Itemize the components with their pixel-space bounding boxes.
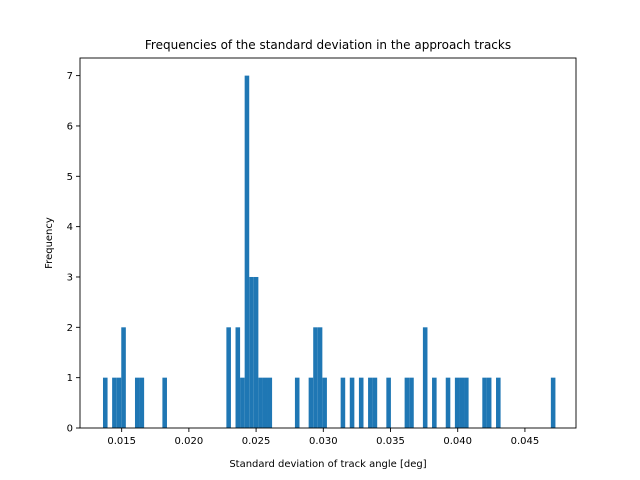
histogram-bar <box>368 377 373 428</box>
histogram-bar <box>386 377 391 428</box>
x-tick-label: 0.040 <box>443 436 472 447</box>
histogram-bar <box>139 377 145 428</box>
x-axis-label: Standard deviation of track angle [deg] <box>229 459 426 470</box>
histogram-bar <box>358 377 364 428</box>
histogram-bar <box>317 327 323 428</box>
y-tick-label: 7 <box>67 71 73 82</box>
histogram-bar <box>404 377 410 428</box>
histogram-bar <box>308 377 314 428</box>
x-tick-label: 0.045 <box>511 436 540 447</box>
histogram-bar <box>253 276 259 428</box>
histogram-bar <box>459 377 465 428</box>
histogram-bar <box>454 377 460 428</box>
histogram-bar <box>486 377 492 428</box>
bars-group <box>102 75 556 429</box>
histogram-bar <box>262 377 268 428</box>
x-tick-label: 0.030 <box>309 436 338 447</box>
histogram-bar <box>121 327 126 428</box>
y-tick-label: 3 <box>67 272 73 283</box>
histogram-bar <box>102 377 108 428</box>
x-tick-label: 0.015 <box>107 436 136 447</box>
histogram-bar <box>422 327 428 428</box>
histogram-bar <box>112 377 117 428</box>
histogram-bar <box>226 327 231 428</box>
histogram-bar <box>322 377 327 428</box>
histogram-bar <box>409 377 414 428</box>
y-axis-label: Frequency <box>44 217 55 269</box>
histogram-bar <box>240 377 245 428</box>
histogram-bar <box>349 377 355 428</box>
histogram-bar <box>116 377 122 428</box>
y-tick-label: 5 <box>67 172 73 183</box>
histogram-bar <box>162 377 167 428</box>
histogram-bar <box>134 377 140 428</box>
y-tick-label: 6 <box>67 121 73 132</box>
histogram-bar <box>482 377 487 428</box>
x-tick-label: 0.035 <box>376 436 405 447</box>
histogram-bar <box>432 377 437 428</box>
chart-title: Frequencies of the standard deviation in… <box>145 38 511 52</box>
histogram-bar <box>267 377 273 428</box>
histogram-bar <box>464 377 469 428</box>
histogram-bar <box>244 75 250 429</box>
x-tick-label: 0.020 <box>175 436 204 447</box>
histogram-bar <box>294 377 300 428</box>
histogram-bar <box>340 377 346 428</box>
histogram-bar <box>249 276 254 428</box>
y-tick-label: 1 <box>67 373 73 384</box>
histogram-bar <box>235 327 241 428</box>
histogram-bar <box>445 377 451 428</box>
histogram-bar <box>550 377 556 428</box>
histogram-bar <box>496 377 501 428</box>
y-axis-ticks: 0 1 2 3 4 5 6 7 <box>67 71 80 435</box>
histogram-bar <box>258 377 263 428</box>
x-tick-label: 0.025 <box>242 436 271 447</box>
y-tick-label: 2 <box>67 323 73 334</box>
histogram-bar <box>313 327 318 428</box>
x-axis-ticks: 0.015 0.020 0.025 0.030 0.035 0.040 0.045 <box>107 428 539 447</box>
y-tick-label: 4 <box>67 222 73 233</box>
histogram-bar <box>372 377 378 428</box>
y-tick-label: 0 <box>67 424 73 435</box>
plot-frame <box>79 57 577 429</box>
